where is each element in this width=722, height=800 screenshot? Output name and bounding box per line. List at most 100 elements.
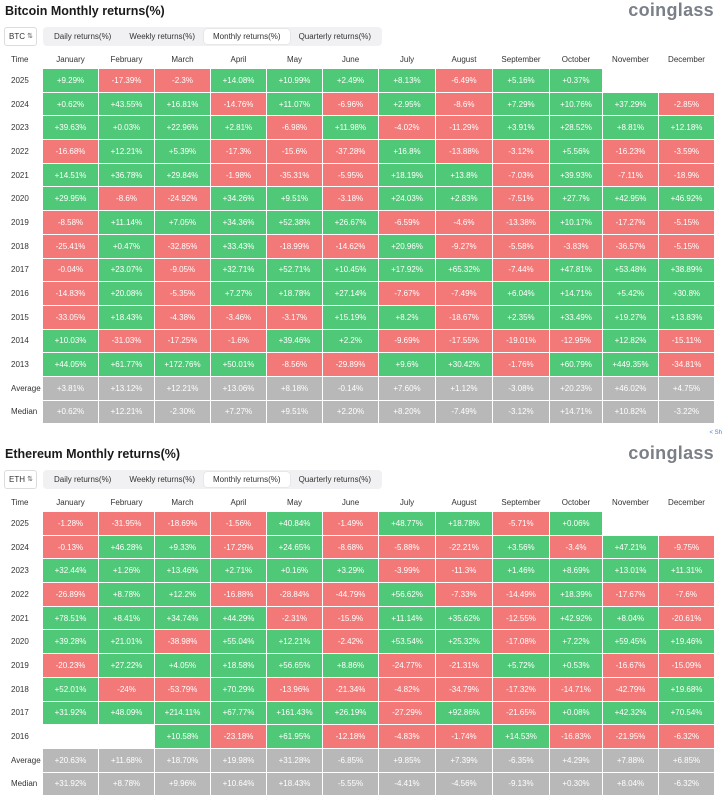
- month-header: June: [341, 497, 360, 507]
- return-cell: [603, 512, 658, 535]
- return-cell: +0.62%: [43, 92, 98, 116]
- return-cell: [43, 725, 98, 748]
- table-row: 2015 -33.05% +18.43% -4.38% -3.46% -3.17% +15.…: [1, 305, 714, 329]
- return-cell: -29.89%: [323, 353, 378, 376]
- return-cell: -9.75%: [659, 535, 714, 559]
- return-cell: +61.77%: [99, 353, 154, 376]
- average-cell: -3.08%: [493, 376, 549, 400]
- return-cell: -17.3%: [211, 140, 266, 163]
- month-header: July: [399, 497, 415, 507]
- tab-quarterly[interactable]: Quarterly returns(%): [298, 32, 372, 41]
- return-cell: +27.22%: [99, 654, 154, 677]
- return-cell: +2.81%: [211, 116, 266, 140]
- coinglass-logo: coinglass: [628, 0, 714, 20]
- return-cell: +20.96%: [379, 234, 435, 258]
- median-cell: -3.12%: [493, 400, 549, 424]
- return-cell: -5.58%: [493, 234, 549, 258]
- return-cell: +78.51%: [43, 606, 98, 630]
- return-cell: +0.53%: [550, 654, 602, 677]
- return-cell: -8.6%: [99, 187, 154, 211]
- return-cell: -33.05%: [43, 305, 98, 329]
- return-cell: -23.18%: [211, 725, 266, 748]
- return-cell: -4.6%: [436, 211, 492, 234]
- return-cell: -12.18%: [323, 725, 378, 748]
- return-cell: -6.49%: [436, 69, 492, 92]
- return-cell: +214.11%: [155, 701, 210, 725]
- return-cell: -42.79%: [603, 677, 658, 701]
- eth-symbol-select[interactable]: ETH ⇅: [4, 470, 37, 489]
- return-cell: +44.05%: [43, 353, 98, 376]
- share-link[interactable]: < Sh: [709, 430, 722, 436]
- median-cell: +18.43%: [267, 772, 322, 796]
- return-cell: -17.67%: [603, 583, 658, 606]
- tab-daily[interactable]: Daily returns(%): [54, 475, 112, 484]
- return-cell: -17.32%: [493, 677, 549, 701]
- median-cell: +14.71%: [550, 400, 602, 424]
- return-cell: [99, 725, 154, 748]
- average-cell: +1.12%: [436, 376, 492, 400]
- btc-symbol-select[interactable]: BTC ⇅: [4, 27, 37, 46]
- median-cell: +0.62%: [43, 400, 98, 424]
- return-cell: +24.03%: [379, 187, 435, 211]
- table-row: 2025 -1.28% -31.95% -18.69% -1.56% +40.84% -1.…: [1, 512, 714, 535]
- month-header: September: [501, 54, 541, 64]
- return-cell: +28.52%: [550, 116, 602, 140]
- return-cell: -1.74%: [436, 725, 492, 748]
- return-cell: -7.49%: [436, 282, 492, 305]
- year-label: 2017: [11, 708, 29, 718]
- return-cell: +1.26%: [99, 559, 154, 583]
- year-label: 2022: [11, 589, 29, 599]
- median-cell: -5.55%: [323, 772, 378, 796]
- return-cell: +48.09%: [99, 701, 154, 725]
- return-cell: [659, 512, 714, 535]
- return-cell: +172.76%: [155, 353, 210, 376]
- return-cell: +47.21%: [603, 535, 658, 559]
- month-header: December: [668, 54, 705, 64]
- median-cell: -4.41%: [379, 772, 435, 796]
- median-cell: +8.20%: [379, 400, 435, 424]
- return-cell: +12.21%: [267, 630, 322, 654]
- return-cell: +35.62%: [436, 606, 492, 630]
- return-cell: +26.19%: [323, 701, 378, 725]
- median-cell: -7.49%: [436, 400, 492, 424]
- tab-weekly[interactable]: Weekly returns(%): [129, 32, 195, 41]
- return-cell: +11.14%: [379, 606, 435, 630]
- return-cell: -13.88%: [436, 140, 492, 163]
- tab-quarterly[interactable]: Quarterly returns(%): [298, 475, 372, 484]
- average-cell: +12.21%: [155, 376, 210, 400]
- return-cell: +25.32%: [436, 630, 492, 654]
- tab-monthly[interactable]: Monthly returns(%): [204, 472, 290, 487]
- month-header: March: [171, 54, 194, 64]
- year-label: 2025: [11, 518, 29, 528]
- return-cell: +22.96%: [155, 116, 210, 140]
- return-cell: -14.62%: [323, 234, 378, 258]
- year-label: 2024: [11, 542, 29, 552]
- return-cell: -16.68%: [43, 140, 98, 163]
- tab-daily[interactable]: Daily returns(%): [54, 32, 112, 41]
- average-cell: +18.70%: [155, 748, 210, 772]
- return-cell: +92.86%: [436, 701, 492, 725]
- return-cell: +16.81%: [155, 92, 210, 116]
- return-cell: +5.56%: [550, 140, 602, 163]
- month-header: November: [612, 54, 649, 64]
- return-cell: +8.69%: [550, 559, 602, 583]
- tab-monthly[interactable]: Monthly returns(%): [204, 29, 290, 44]
- return-cell: -18.99%: [267, 234, 322, 258]
- return-cell: +42.95%: [603, 187, 658, 211]
- return-cell: +39.28%: [43, 630, 98, 654]
- table-row: 2022 -16.68% +12.21% +5.39% -17.3% -15.6% -37.…: [1, 140, 714, 163]
- table-row: 2025 +9.29% -17.39% -2.3% +14.08% +10.99% +2.4…: [1, 69, 714, 92]
- year-label: 2018: [11, 241, 29, 251]
- return-cell: -11.29%: [436, 116, 492, 140]
- return-cell: +7.05%: [155, 211, 210, 234]
- average-cell: +19.98%: [211, 748, 266, 772]
- return-cell: -7.67%: [379, 282, 435, 305]
- return-cell: +20.08%: [99, 282, 154, 305]
- return-cell: -8.6%: [436, 92, 492, 116]
- return-cell: -17.08%: [493, 630, 549, 654]
- return-cell: +56.65%: [267, 654, 322, 677]
- return-cell: -5.95%: [323, 163, 378, 187]
- average-cell: +13.06%: [211, 376, 266, 400]
- tab-weekly[interactable]: Weekly returns(%): [129, 475, 195, 484]
- month-header: August: [451, 54, 477, 64]
